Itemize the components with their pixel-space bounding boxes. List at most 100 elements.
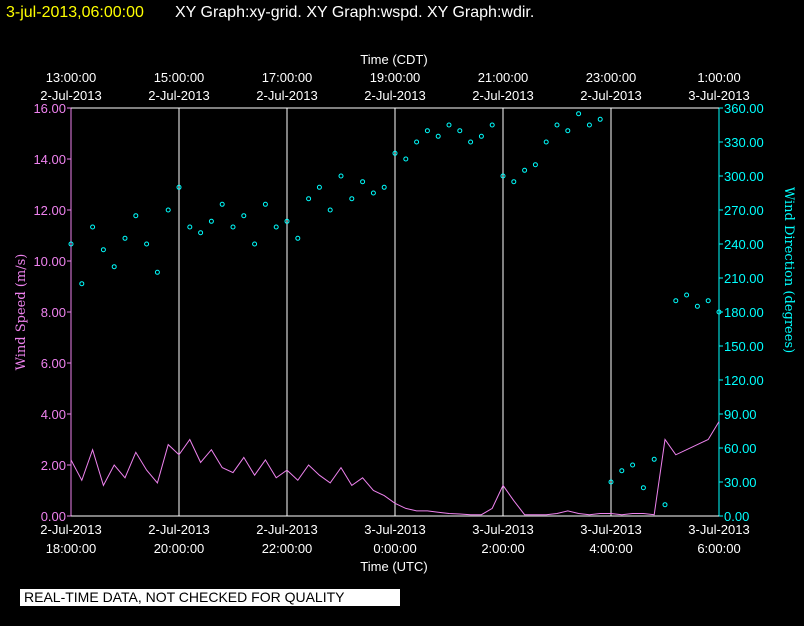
- wind-direction-point-47: [576, 111, 582, 117]
- wind-direction-point-30: [392, 150, 398, 156]
- left-tick-label-4: 8.00: [41, 305, 66, 320]
- wind-direction-point-48: [586, 122, 592, 128]
- wind-direction-point-51: [619, 468, 625, 474]
- right-tick-label-5: 150.00: [724, 339, 764, 354]
- left-tick-label-3: 6.00: [41, 356, 66, 371]
- wind-direction-point-9: [165, 207, 171, 213]
- wind-direction-point-41: [511, 179, 517, 185]
- bottom-tick-time-5: 4:00:00: [589, 541, 632, 556]
- wind-direction-point-14: [219, 201, 225, 207]
- bottom-tick-date-0: 2-Jul-2013: [40, 522, 101, 537]
- bottom-tick-date-1: 2-Jul-2013: [148, 522, 209, 537]
- wind-direction-point-38: [478, 133, 484, 139]
- quality-notice: REAL-TIME DATA, NOT CHECKED FOR QUALITY: [20, 589, 400, 606]
- left-tick-label-1: 2.00: [41, 458, 66, 473]
- wind-direction-series: [68, 111, 722, 508]
- left-tick-label-7: 14.00: [33, 152, 66, 167]
- bottom-tick-time-0: 18:00:00: [46, 541, 97, 556]
- wind-direction-point-28: [370, 190, 376, 196]
- wind-direction-point-60: [716, 309, 722, 315]
- left-tick-label-0: 0.00: [41, 509, 66, 524]
- wind-direction-point-15: [230, 224, 236, 230]
- top-tick-time-1: 15:00:00: [154, 70, 205, 85]
- bottom-tick-date-6: 3-Jul-2013: [688, 522, 749, 537]
- wind-direction-point-24: [327, 207, 333, 213]
- tick-labels: 13:00:00 2-Jul-2013 15:00:00 2-Jul-2013 17:0…: [33, 70, 763, 556]
- right-axis-title: Wind Direction (degrees): [781, 187, 796, 353]
- wind-direction-point-39: [489, 122, 495, 128]
- wind-direction-point-54: [651, 456, 657, 462]
- wind-direction-point-12: [198, 230, 204, 236]
- wind-speed-line: [70, 421, 720, 516]
- wind-direction-point-56: [673, 298, 679, 304]
- right-tick-label-3: 90.00: [724, 407, 757, 422]
- wind-direction-point-26: [349, 196, 355, 202]
- wind-direction-point-27: [360, 179, 366, 185]
- header-timestamp: 3-jul-2013,06:00:00: [6, 4, 144, 21]
- bottom-tick-time-4: 2:00:00: [481, 541, 524, 556]
- bottom-tick-time-1: 20:00:00: [154, 541, 205, 556]
- right-tick-label-7: 210.00: [724, 271, 764, 286]
- top-tick-date-3: 2-Jul-2013: [364, 88, 425, 103]
- top-tick-date-6: 3-Jul-2013: [688, 88, 749, 103]
- right-tick-label-11: 330.00: [724, 135, 764, 150]
- wind-direction-point-1: [79, 281, 85, 287]
- wind-direction-point-16: [241, 213, 247, 219]
- wind-direction-point-2: [90, 224, 96, 230]
- wind-direction-point-33: [424, 128, 430, 134]
- top-tick-time-5: 23:00:00: [586, 70, 637, 85]
- top-tick-time-6: 1:00:00: [697, 70, 740, 85]
- right-tick-label-4: 120.00: [724, 373, 764, 388]
- wind-direction-point-59: [705, 298, 711, 304]
- bottom-axis-title: Time (UTC): [360, 559, 427, 574]
- left-tick-label-2: 4.00: [41, 407, 66, 422]
- wind-direction-point-55: [662, 502, 668, 508]
- wind-direction-point-53: [640, 485, 646, 491]
- wind-direction-point-57: [684, 292, 690, 298]
- wind-direction-point-5: [122, 235, 128, 241]
- right-tick-label-10: 300.00: [724, 169, 764, 184]
- wind-direction-point-34: [435, 133, 441, 139]
- bottom-tick-time-2: 22:00:00: [262, 541, 313, 556]
- top-tick-date-1: 2-Jul-2013: [148, 88, 209, 103]
- wind-speed-series: [70, 421, 720, 516]
- right-tick-label-6: 180.00: [724, 305, 764, 320]
- wind-direction-point-25: [338, 173, 344, 179]
- wind-direction-point-4: [111, 264, 117, 270]
- right-tick-label-0: 0.00: [724, 509, 749, 524]
- top-tick-date-5: 2-Jul-2013: [580, 88, 641, 103]
- wind-direction-point-10: [176, 184, 182, 190]
- bottom-tick-date-4: 3-Jul-2013: [472, 522, 533, 537]
- wind-direction-point-20: [284, 218, 290, 224]
- wind-direction-point-36: [457, 128, 463, 134]
- wind-direction-point-13: [208, 218, 214, 224]
- right-tick-label-8: 240.00: [724, 237, 764, 252]
- wind-direction-point-7: [144, 241, 150, 247]
- wind-direction-point-44: [543, 139, 549, 145]
- left-tick-label-8: 16.00: [33, 101, 66, 116]
- wind-direction-point-40: [500, 173, 506, 179]
- wind-direction-point-3: [100, 247, 106, 253]
- top-tick-date-0: 2-Jul-2013: [40, 88, 101, 103]
- wind-direction-point-11: [187, 224, 193, 230]
- bottom-tick-date-2: 2-Jul-2013: [256, 522, 317, 537]
- wind-direction-point-49: [597, 116, 603, 122]
- right-tick-label-2: 60.00: [724, 441, 757, 456]
- bottom-tick-date-3: 3-Jul-2013: [364, 522, 425, 537]
- left-tick-label-6: 12.00: [33, 203, 66, 218]
- left-tick-label-5: 10.00: [33, 254, 66, 269]
- wind-direction-point-35: [446, 122, 452, 128]
- bottom-tick-time-3: 0:00:00: [373, 541, 416, 556]
- wind-direction-point-32: [414, 139, 420, 145]
- wind-direction-point-22: [306, 196, 312, 202]
- wind-direction-point-31: [403, 156, 409, 162]
- wind-direction-point-6: [133, 213, 139, 219]
- wind-direction-point-45: [554, 122, 560, 128]
- top-axis-title: Time (CDT): [360, 52, 427, 67]
- wind-direction-point-17: [252, 241, 258, 247]
- wind-direction-point-42: [522, 167, 528, 173]
- top-tick-time-4: 21:00:00: [478, 70, 529, 85]
- wind-direction-point-50: [608, 479, 614, 485]
